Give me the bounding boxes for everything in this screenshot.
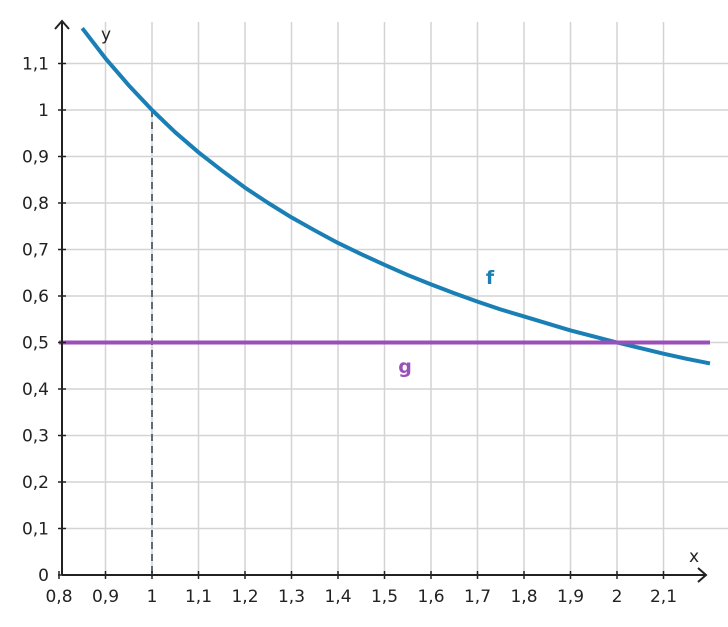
x-tick-label: 1,7 xyxy=(464,587,491,607)
y-tick-label: 0,8 xyxy=(22,194,49,214)
series-line xyxy=(80,26,711,366)
x-tick-label: 1,1 xyxy=(185,587,212,607)
x-tick-label: 1,8 xyxy=(510,587,537,607)
y-tick-label: 0,9 xyxy=(22,148,49,168)
grid xyxy=(62,22,728,575)
x-tick-label: 0,9 xyxy=(92,587,119,607)
y-tick-label: 0,6 xyxy=(22,287,49,307)
x-tick-label: 1,3 xyxy=(278,587,305,607)
x-tick-label: 1,4 xyxy=(324,587,351,607)
y-tick-label: 0,2 xyxy=(22,473,49,493)
x-tick-label: 0,8 xyxy=(45,587,72,607)
x-tick-label: 1,5 xyxy=(371,587,398,607)
axes: 0,8 0,9 1 1,1 1,2 1,3 1,4 1,5 1,6 1,7 1,8 1,9 2 2,100… xyxy=(22,19,708,607)
y-tick-label: 0,1 xyxy=(22,520,49,540)
y-tick-label: 0 xyxy=(38,566,49,586)
x-tick-label: 1,9 xyxy=(557,587,584,607)
x-tick-label: 2 xyxy=(612,587,623,607)
x-tick-label: 2,1 xyxy=(650,587,677,607)
x-tick-label: 1,6 xyxy=(417,587,444,607)
x-axis-arrow xyxy=(697,567,708,583)
y-tick-label: 0,3 xyxy=(22,427,49,447)
series-label: g xyxy=(398,356,412,378)
y-axis-label: y xyxy=(101,25,111,45)
y-axis-arrow xyxy=(54,19,70,30)
y-tick-label: 0,5 xyxy=(22,334,49,354)
plot-area xyxy=(59,26,711,575)
y-tick-label: 1,1 xyxy=(22,55,49,75)
x-tick-label: 1,2 xyxy=(231,587,258,607)
y-tick-label: 1 xyxy=(38,101,49,121)
y-tick-label: 0,4 xyxy=(22,380,49,400)
x-tick-label: 1 xyxy=(147,587,158,607)
series-label: f xyxy=(486,267,495,289)
y-tick-label: 0,7 xyxy=(22,241,49,261)
x-axis-label: x xyxy=(689,547,699,567)
